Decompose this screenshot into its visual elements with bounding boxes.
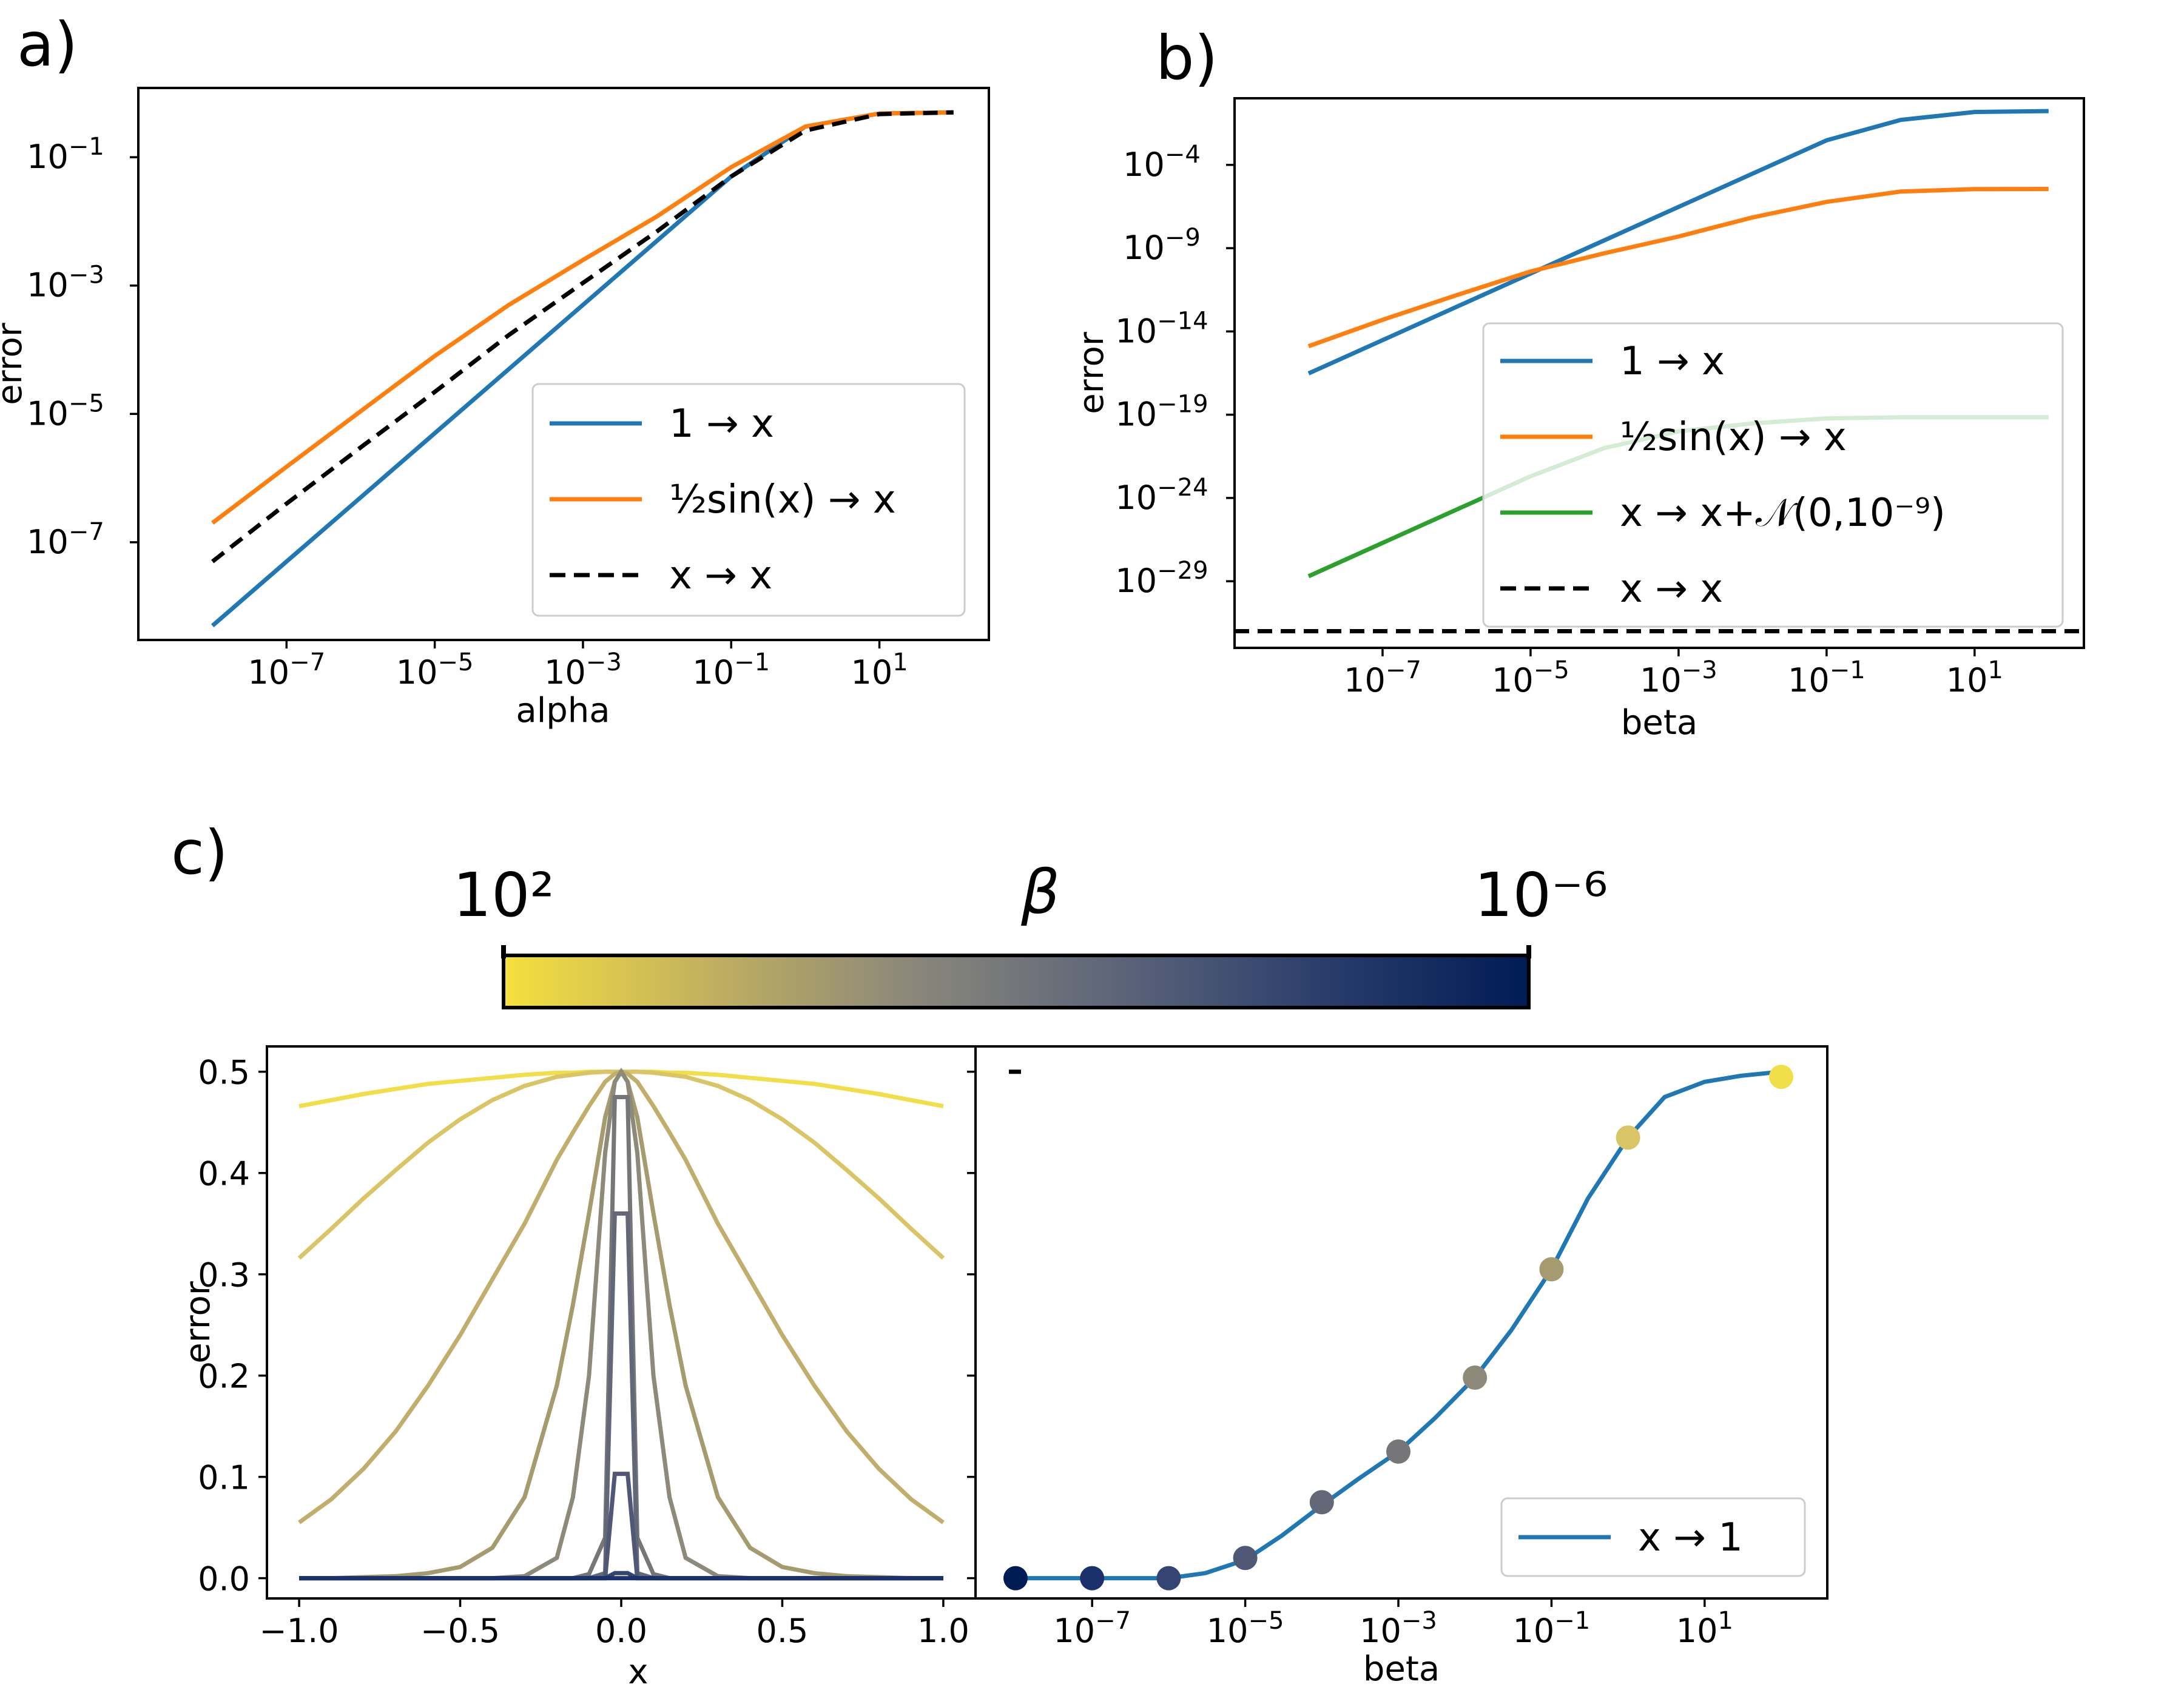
scatter-point [1233, 1546, 1258, 1571]
y-tick-label: 10−1 [27, 133, 104, 176]
y-tick-label: 10−4 [1123, 141, 1201, 184]
x-tick-label: 10−1 [1513, 1607, 1591, 1650]
series-line [298, 1069, 944, 1108]
colorbar-symbol: β [1020, 857, 1060, 928]
scatter-point [1616, 1125, 1640, 1150]
y-tick-label: 0.0 [198, 1560, 250, 1598]
y-tick-label: 10−19 [1115, 391, 1208, 434]
panel-b-chart: 10−7 10−5 10−3 10−1 101 10−4 10−9 10−14 10−19 10−… [1072, 97, 2085, 742]
y-axis-label: error [178, 1281, 218, 1364]
series-line [297, 1069, 945, 1260]
x-tick-label: 0.0 [595, 1612, 647, 1650]
y-axis-label: error [1072, 331, 1111, 414]
y-tick-label: 10−7 [27, 518, 104, 561]
y-tick-label: 10−9 [1123, 224, 1201, 267]
x-tick-label: 10−1 [1788, 656, 1866, 699]
panel-b-letter: b) [1156, 22, 1218, 93]
series-line [298, 1069, 945, 1524]
legend: 1 → x ½sin(x) → x x → x+𝒩(0,10⁻⁹) x → x [1482, 322, 2064, 628]
x-tick-label: 10−7 [1053, 1607, 1131, 1650]
y-axis-label: error [0, 322, 30, 405]
x-tick-label: 10−1 [692, 648, 770, 692]
legend-box [531, 383, 966, 617]
legend-entry: ½sin(x) → x [1620, 415, 1847, 460]
legend-entry: 1 → x [669, 402, 774, 446]
panel-a-chart: 10−7 10−5 10−3 10−1 101 10−7 10−5 10−3 10−1 alpha… [0, 87, 990, 730]
y-tick-label: 0.4 [198, 1155, 250, 1193]
y-tick-label: 10−5 [27, 389, 104, 433]
legend-entry: x → x+𝒩(0,10⁻⁹) [1620, 491, 1946, 536]
series-line [1016, 1069, 1782, 1581]
legend: x → 1 [1500, 1497, 1806, 1577]
axes-frame [266, 1045, 977, 1600]
legend-entry: 1 → x [1620, 339, 1725, 384]
scatter-point [1386, 1439, 1411, 1464]
x-tick-label: 10−5 [1207, 1607, 1284, 1650]
x-axis-label: x [628, 1652, 648, 1687]
x-tick-label: −0.5 [420, 1612, 500, 1650]
x-tick-label: −1.0 [260, 1612, 339, 1650]
x-tick-label: 10−3 [544, 648, 622, 692]
y-tick-label: 0.5 [198, 1054, 250, 1092]
panel-c-left-chart: −1.0 −0.5 0.0 0.5 1.0 0.0 0.1 0.2 0.3 0.4 0.5 x erro… [178, 1045, 977, 1687]
legend: 1 → x ½sin(x) → x x → x [531, 383, 966, 617]
legend-entry: x → 1 [1638, 1515, 1743, 1560]
x-tick-label: 101 [851, 648, 908, 692]
x-tick-label: 10−3 [1360, 1607, 1437, 1650]
x-tick-label: 10−7 [1344, 656, 1421, 699]
series-line [299, 1472, 943, 1581]
y-tick-label: 10−14 [1115, 307, 1208, 350]
colorbar: 10² β 10⁻⁶ [453, 857, 1608, 1009]
series-line [1307, 187, 2049, 348]
series-line [299, 1068, 943, 1581]
scatter-point [1463, 1365, 1488, 1390]
axes-frame [974, 1045, 1828, 1600]
x-tick-label: 1.0 [917, 1612, 969, 1650]
scatter-point [1769, 1065, 1794, 1089]
series-line [1307, 109, 2049, 375]
y-tick-label: 10−29 [1115, 557, 1208, 600]
scatter-point [1080, 1566, 1105, 1591]
legend-entry: x → x [669, 553, 772, 598]
colorbar-right-label: 10⁻⁶ [1474, 860, 1608, 931]
x-tick-label: 0.5 [757, 1612, 809, 1650]
axes-frame [137, 87, 990, 641]
x-tick-label: 10−5 [1492, 656, 1569, 699]
panel-a-letter: a) [17, 9, 78, 80]
x-axis-label: alpha [516, 691, 610, 730]
x-tick-label: 10−7 [248, 648, 325, 692]
x-axis-label: beta [1363, 1649, 1440, 1687]
scatter-point [1309, 1490, 1334, 1515]
colorbar-left-label: 10² [453, 860, 554, 931]
x-axis-label: beta [1621, 703, 1697, 742]
axes-frame [1233, 97, 2085, 649]
x-tick-label: 10−5 [396, 648, 474, 692]
x-tick-label: 10−3 [1640, 656, 1717, 699]
panel-c-letter: c) [171, 817, 228, 888]
colorbar-gradient [502, 954, 1531, 1009]
y-tick-label: 0.3 [198, 1256, 250, 1295]
legend-entry: ½sin(x) → x [669, 477, 896, 522]
series-line [211, 110, 954, 525]
scatter-point [1003, 1566, 1028, 1591]
series-line [299, 1068, 943, 1581]
series-line [299, 1211, 943, 1581]
scatter-point [1539, 1257, 1564, 1282]
y-tick-label: 10−3 [27, 261, 104, 305]
panel-c-right-chart: 10−7 10−5 10−3 10−1 101 beta x → 1 [967, 1045, 1828, 1687]
x-tick-label: 101 [1946, 656, 2003, 699]
legend-box [1500, 1497, 1806, 1577]
y-tick-label: 0.2 [198, 1358, 250, 1396]
legend-entry: x → x [1620, 567, 1723, 611]
series-line [211, 110, 954, 564]
y-tick-label: 0.1 [198, 1459, 250, 1497]
y-tick-label: 10−24 [1115, 474, 1208, 517]
x-tick-label: 101 [1676, 1607, 1733, 1650]
scatter-point [1156, 1566, 1181, 1591]
legend-box [1482, 322, 2064, 628]
